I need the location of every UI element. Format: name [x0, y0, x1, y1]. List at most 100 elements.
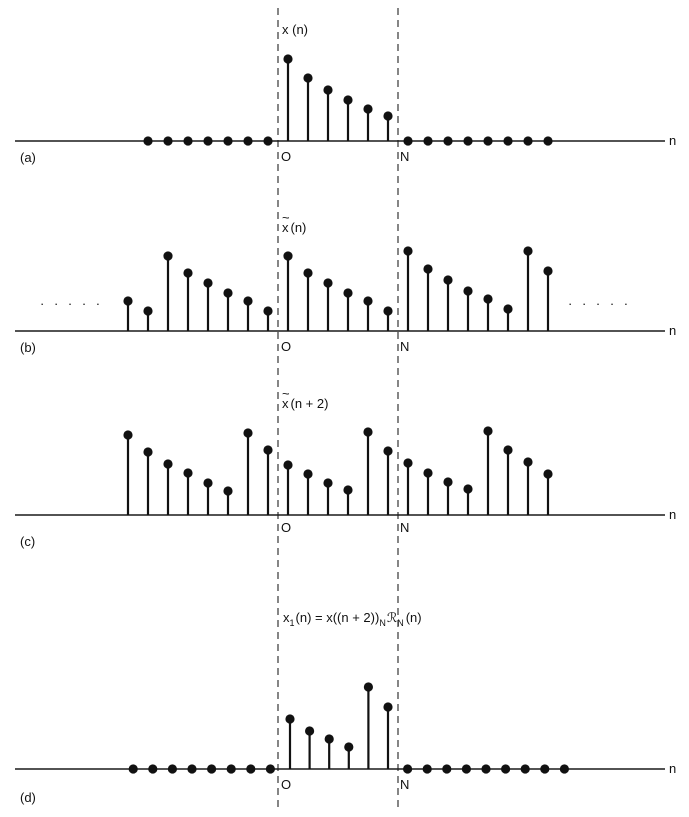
panel-d-axis-variable: n: [669, 761, 676, 776]
panel-c-point-20: [523, 457, 533, 467]
panel-a-point-14: [423, 136, 433, 146]
panel-c-period-label: N: [400, 520, 409, 535]
panel-b-point-21: [543, 266, 553, 276]
panel-d-point-5: [226, 764, 236, 774]
panel-c-point-10: [323, 478, 333, 488]
panel-a-point-16: [463, 136, 473, 146]
panel-d-title: x1(n) = x((n + 2))NℛN (n): [283, 610, 422, 628]
panel-a-point-11: [363, 104, 373, 114]
panel-c: n (c) O N ~ x (n + 2): [15, 386, 676, 549]
panel-a-tag: (a): [20, 150, 36, 165]
panel-b-period-label: N: [400, 339, 409, 354]
panel-a-period-label: N: [400, 149, 409, 164]
panel-a-point-6: [263, 136, 273, 146]
panel-b-point-11: [343, 288, 353, 298]
panel-d-tag: (d): [20, 790, 36, 805]
panel-d-point-17: [461, 764, 471, 774]
panel-a-point-19: [523, 136, 533, 146]
panel-c-point-4: [203, 478, 213, 488]
panel-a-point-17: [483, 136, 493, 146]
panel-c-tag: (c): [20, 534, 35, 549]
panel-a-point-18: [503, 136, 513, 146]
panel-d-point-3: [187, 764, 197, 774]
panel-d-title-sub3: N: [397, 618, 404, 628]
panel-b-point-10: [323, 278, 333, 288]
panel-d-point-7: [265, 764, 275, 774]
panel-a-point-9: [323, 85, 333, 95]
panel-c-title-x: x: [282, 396, 289, 411]
panel-a-point-0: [143, 136, 153, 146]
panel-d-title-sub: 1: [290, 618, 295, 628]
panel-b-axis-variable: n: [669, 323, 676, 338]
panel-d-stems: [128, 682, 570, 774]
panel-c-point-21: [543, 469, 553, 479]
panel-d-title-mid: (n) = x((n + 2)): [296, 610, 380, 625]
panel-d-point-12: [363, 682, 373, 692]
panel-b-point-9: [303, 268, 313, 278]
panel-a-title: x (n): [282, 22, 308, 37]
panel-b-point-4: [203, 278, 213, 288]
panel-d-point-13: [383, 702, 393, 712]
panel-d-title-x: x: [283, 610, 290, 625]
panel-b-point-1: [143, 306, 153, 316]
panel-a-point-8: [303, 73, 313, 83]
panel-c-stems: [123, 426, 553, 515]
panel-d-point-15: [422, 764, 432, 774]
panel-d-origin-label: O: [281, 777, 291, 792]
panel-b-point-3: [183, 268, 193, 278]
panel-b-point-14: [403, 246, 413, 256]
panel-c-point-14: [403, 458, 413, 468]
panel-a-axis-variable: n: [669, 133, 676, 148]
panel-d-point-11: [344, 742, 354, 752]
panel-c-title: x (n + 2): [282, 396, 328, 411]
panel-c-title-arg: (n + 2): [291, 396, 329, 411]
panel-d-point-19: [501, 764, 511, 774]
panel-d-point-22: [559, 764, 570, 774]
panel-a-point-3: [203, 136, 213, 146]
panel-b-title-tilde: ~: [282, 210, 290, 225]
panel-d-point-8: [285, 714, 295, 724]
panel-b-point-17: [463, 286, 473, 296]
panel-d-point-4: [207, 764, 217, 774]
panel-b-point-2: [163, 251, 173, 261]
panel-b-title: x (n): [282, 220, 306, 235]
panel-c-point-16: [443, 477, 453, 487]
panel-a-point-15: [443, 136, 453, 146]
panel-b-ellipsis-left: · · · · ·: [40, 296, 103, 311]
panel-d-point-14: [403, 764, 413, 774]
panel-d-point-1: [148, 764, 158, 774]
panel-b-point-7: [263, 306, 273, 316]
panel-c-point-15: [423, 468, 433, 478]
panel-b-ellipsis-right: · · · · ·: [568, 296, 631, 311]
panel-c-point-0: [123, 430, 133, 440]
panel-a-point-1: [163, 136, 173, 146]
panel-d-title-script: ℛ: [387, 610, 397, 625]
panel-b-stems: [123, 246, 553, 331]
panel-c-point-19: [503, 445, 513, 455]
panel-b-origin-label: O: [281, 339, 291, 354]
panel-c-point-5: [223, 486, 233, 496]
panel-a-point-4: [223, 136, 233, 146]
panel-b-point-19: [503, 304, 513, 314]
panel-b-point-6: [243, 296, 253, 306]
panel-c-point-1: [143, 447, 153, 457]
panel-b-title-x: x: [282, 220, 289, 235]
panel-d-point-2: [167, 764, 177, 774]
panel-c-origin-label: O: [281, 520, 291, 535]
panel-a-point-5: [243, 136, 253, 146]
panel-b-point-5: [223, 288, 233, 298]
panel-d-title-end: (n): [406, 610, 422, 625]
panel-c-axis-variable: n: [669, 507, 676, 522]
panel-c-point-9: [303, 469, 313, 479]
panel-a-point-12: [383, 111, 393, 121]
panel-b-title-arg: (n): [291, 220, 307, 235]
panel-c-point-13: [383, 446, 393, 456]
panel-d-point-6: [246, 764, 256, 774]
panel-b-point-16: [443, 275, 453, 285]
panel-d-period-label: N: [400, 777, 409, 792]
panel-c-point-18: [483, 426, 493, 436]
panel-a-origin-label: O: [281, 149, 291, 164]
panel-c-point-7: [263, 445, 273, 455]
panel-a-point-7: [283, 54, 293, 64]
